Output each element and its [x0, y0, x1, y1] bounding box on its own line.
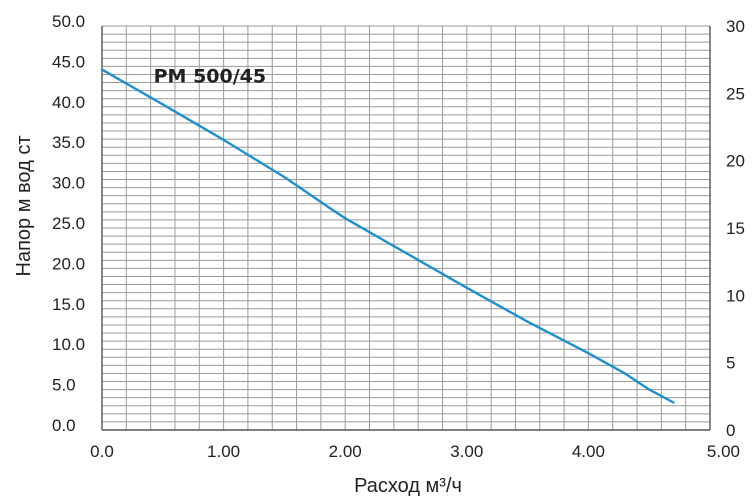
x-tick-label: 5.00: [707, 442, 740, 461]
y-tick-label: 30.0: [52, 174, 85, 193]
y-tick-label: 5.0: [52, 376, 76, 395]
x-tick-labels: 0.0 1.00 2.00 3.00 4.00 5.00: [90, 442, 740, 461]
y-tick-label: 35.0: [52, 133, 85, 152]
y2-tick-labels: 0 5 10 15 20 25 30: [726, 17, 745, 440]
y2-tick-label: 5: [726, 354, 735, 373]
y-tick-label: 40.0: [52, 93, 85, 112]
x-tick-label: 1.00: [207, 442, 240, 461]
grid: [101, 25, 711, 431]
y-tick-label: 15.0: [52, 295, 85, 314]
y-tick-label: 20.0: [52, 254, 85, 273]
curve-annotation: PM 500/45: [154, 65, 267, 87]
y-tick-label: 45.0: [52, 52, 85, 71]
y-axis-label: Напор м вод ст: [13, 136, 35, 277]
y-tick-label: 50.0: [52, 12, 85, 31]
series-line: [100, 68, 675, 404]
y2-tick-label: 30: [726, 17, 745, 36]
x-tick-label: 2.00: [329, 442, 362, 461]
axes: [101, 26, 711, 431]
y-tick-labels: 0.0 5.0 10.0 15.0 20.0 25.0 30.0 35.0 40.0 45.0 50…: [52, 12, 85, 435]
y-tick-label: 25.0: [52, 214, 85, 233]
y-tick-label: 10.0: [52, 335, 85, 354]
x-tick-label: 0.0: [90, 442, 114, 461]
y2-tick-label: 15: [726, 219, 745, 238]
y2-tick-label: 0: [726, 421, 735, 440]
y2-tick-label: 10: [726, 286, 745, 305]
x-tick-label: 4.00: [572, 442, 605, 461]
x-axis-label: Расход м³/ч: [354, 475, 462, 497]
x-tick-label: 3.00: [450, 442, 483, 461]
series-group: [100, 68, 675, 404]
y-tick-label: 0.0: [52, 416, 76, 435]
y2-tick-label: 20: [726, 152, 745, 171]
y2-tick-label: 25: [726, 84, 745, 103]
